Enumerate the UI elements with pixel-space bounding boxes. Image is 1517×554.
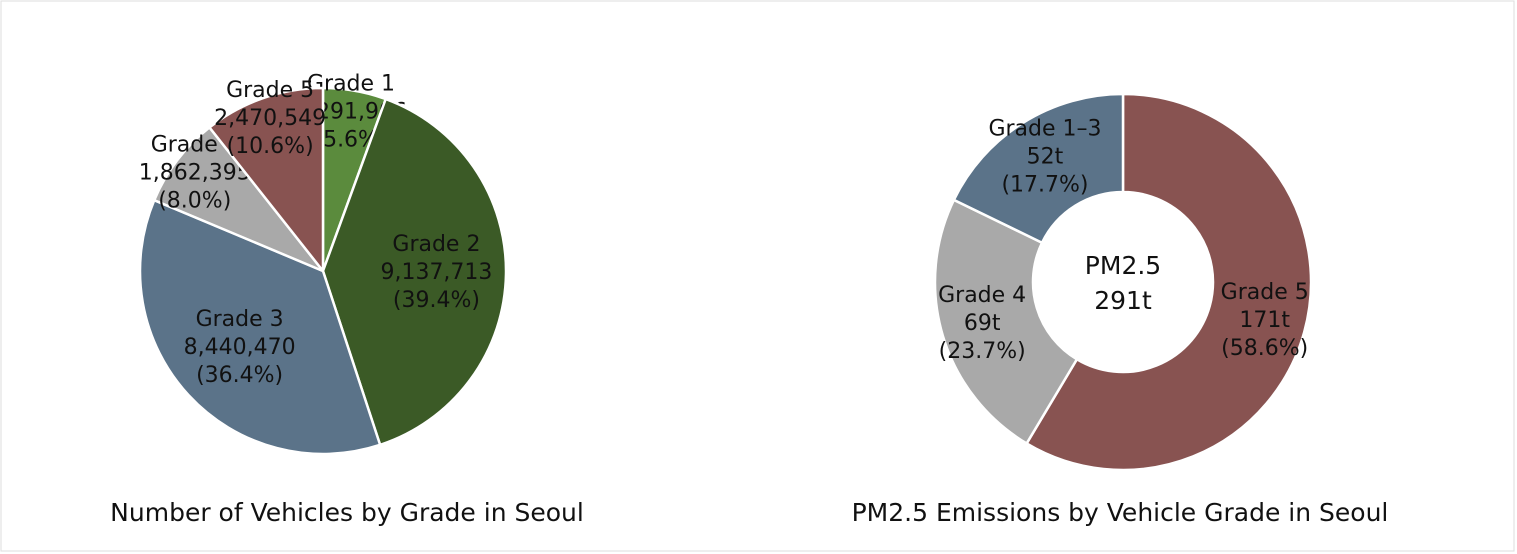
chart-title: PM2.5 Emissions by Vehicle Grade in Seou…	[852, 498, 1389, 527]
slice-label: (23.7%)	[939, 339, 1026, 364]
slice	[207, 86, 325, 275]
slice-label: 52t	[1027, 144, 1064, 169]
slice-label: 8,440,470	[184, 335, 296, 360]
center-label: PM2.5	[1085, 251, 1161, 280]
slice-label: Grade 3	[196, 307, 284, 332]
slice	[138, 198, 382, 456]
slice-label: 171t	[1239, 308, 1290, 333]
slice-label: Grade 5	[226, 78, 314, 103]
chart-title: Number of Vehicles by Grade in Seoul	[110, 498, 584, 527]
slice	[952, 92, 1125, 245]
slice-label: 9,137,713	[380, 260, 492, 285]
slice-label: (8.0%)	[158, 189, 231, 214]
slice-label: (10.6%)	[227, 134, 314, 159]
slice-label: (39.4%)	[393, 288, 480, 313]
slice-label: 2,470,549	[214, 106, 326, 131]
slice	[152, 125, 324, 273]
slice-label: Grade 4	[938, 283, 1026, 308]
slice-label: Grade 1–3	[988, 116, 1101, 141]
slice-label: 1,862,395	[139, 161, 251, 186]
slice-label: Grade 2	[392, 232, 480, 257]
slice	[1024, 92, 1313, 472]
slice-label: (17.7%)	[1001, 172, 1088, 197]
slice	[933, 198, 1079, 446]
slice	[321, 97, 508, 447]
slice-label: (36.4%)	[196, 363, 283, 388]
slice-label: 69t	[964, 311, 1001, 336]
center-value: 291t	[1094, 286, 1152, 315]
slice-label: (58.6%)	[1221, 336, 1308, 361]
slice-label: Grade 5	[1221, 280, 1309, 305]
